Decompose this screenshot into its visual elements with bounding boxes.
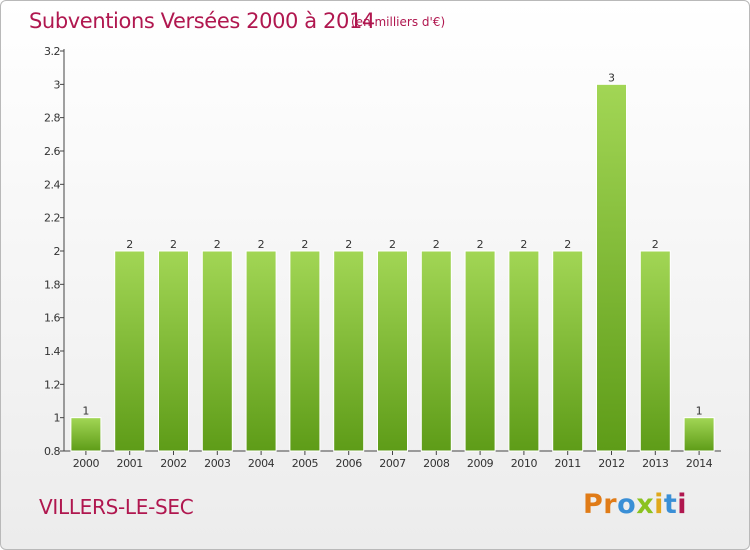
x-tick-label: 2001 (116, 457, 142, 470)
logo-letter: t (663, 489, 678, 520)
bar (158, 250, 189, 452)
logo-letter: P (583, 489, 604, 520)
bar (464, 250, 496, 452)
y-tick-label: 2.8 (44, 112, 60, 125)
data-label: 2 (652, 238, 659, 251)
x-tick-label: 2012 (598, 457, 624, 470)
data-label: 3 (608, 71, 615, 84)
x-tick-label: 2000 (73, 457, 100, 470)
data-label: 2 (170, 238, 177, 251)
data-label: 1 (82, 405, 89, 418)
bar (639, 250, 671, 452)
y-tick-label: 2.2 (44, 212, 60, 225)
data-label: 2 (214, 238, 221, 251)
x-tick-label: 2005 (292, 457, 319, 470)
y-tick-label: 1.2 (44, 378, 60, 391)
x-tick-label: 2014 (686, 457, 713, 470)
y-tick-label: 2.6 (44, 145, 60, 158)
bar (377, 250, 408, 452)
logo-letter: o (617, 489, 637, 520)
data-label: 2 (126, 238, 133, 251)
data-label: 2 (520, 238, 527, 251)
bar (508, 250, 540, 452)
y-tick-label: 1 (54, 412, 61, 425)
proxiti-logo: Proxiti (583, 489, 687, 520)
x-tick-label: 2008 (423, 457, 450, 470)
bar (289, 250, 321, 452)
bar (245, 250, 277, 452)
chart-title: Subventions Versées 2000 à 2014 (29, 9, 375, 33)
y-tick-label: 2 (54, 245, 61, 258)
unit-label: (en milliers d'€) (351, 15, 446, 29)
logo-letter: i (677, 489, 688, 520)
data-label: 2 (258, 238, 265, 251)
x-tick-label: 2003 (204, 457, 231, 470)
data-label: 2 (477, 238, 484, 251)
bar (333, 250, 365, 452)
x-tick-label: 2006 (335, 457, 362, 470)
bar (596, 83, 627, 452)
bar (683, 417, 715, 452)
x-tick-label: 2009 (467, 457, 494, 470)
x-tick-label: 2002 (160, 457, 186, 470)
bar (114, 250, 146, 452)
bar (201, 250, 233, 452)
y-tick-label: 2.4 (44, 178, 60, 191)
bar (70, 417, 102, 452)
x-tick-label: 2011 (554, 457, 580, 470)
data-label: 2 (389, 238, 396, 251)
bar (420, 250, 452, 452)
y-tick-label: 3.2 (44, 45, 60, 58)
logo-letter: x (636, 489, 655, 520)
data-label: 1 (696, 405, 703, 418)
bar (552, 250, 584, 452)
data-label: 2 (301, 238, 308, 251)
y-tick-label: 1.6 (44, 312, 60, 325)
x-tick-label: 2010 (511, 457, 538, 470)
commune-name: VILLERS-LE-SEC (39, 495, 194, 519)
y-tick-label: 1.8 (44, 278, 60, 291)
y-tick-label: 1.4 (44, 345, 60, 358)
logo-letter: i (654, 489, 664, 520)
x-tick-label: 2007 (379, 457, 406, 470)
data-label: 2 (564, 238, 571, 251)
y-tick-label: 0.8 (44, 445, 60, 458)
data-label: 2 (433, 238, 440, 251)
logo-letter: r (603, 489, 618, 520)
x-tick-label: 2004 (248, 457, 275, 470)
y-tick-label: 3 (54, 78, 61, 91)
x-tick-label: 2013 (642, 457, 669, 470)
data-label: 2 (345, 238, 352, 251)
